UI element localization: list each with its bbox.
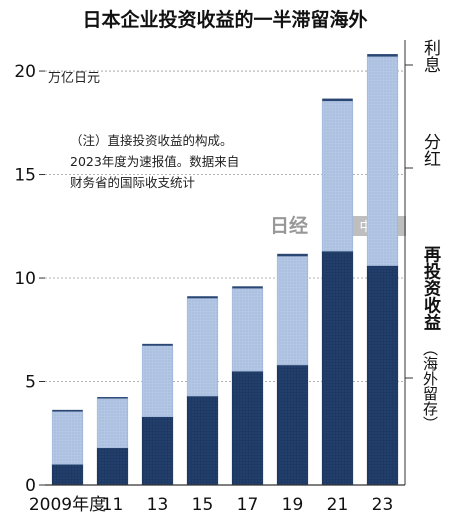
x-tick-label: 11 <box>102 495 124 515</box>
chart-note: （注）直接投资收益的构成。 2023年度为速报值。数据来自 财务省的国际收支统计 <box>70 133 239 190</box>
x-tick-label: 23 <box>372 495 394 515</box>
y-tick-label: 20 <box>14 62 36 82</box>
bar-segment <box>97 397 128 399</box>
y-tick-label: 5 <box>25 373 36 393</box>
bar-segment <box>367 54 398 57</box>
note-line-3: 财务省的国际收支统计 <box>70 175 195 190</box>
dividend-label: 分红 <box>420 133 441 167</box>
y-tick-label: 0 <box>25 476 36 496</box>
reinvest-sub-label: （海外留存） <box>421 341 439 431</box>
bar-segment <box>96 447 129 486</box>
bars <box>51 54 399 486</box>
bar-segment <box>51 464 84 486</box>
interest-label: 利息 <box>420 39 441 73</box>
bar-segment <box>96 398 129 449</box>
bar-segment <box>186 298 219 397</box>
y-tick-label: 15 <box>14 166 36 186</box>
bar-segment <box>141 345 174 417</box>
bar-segment <box>231 288 264 372</box>
bar-segment <box>322 98 353 102</box>
x-tick-label: 17 <box>237 495 259 515</box>
x-tick-label: 21 <box>327 495 349 515</box>
watermark-logo-mark: 日经 <box>270 214 308 237</box>
bar-segment <box>187 296 218 299</box>
note-line-2: 2023年度为速报值。数据来自 <box>70 154 239 169</box>
x-tick-label: 2009年度 <box>29 495 106 515</box>
bar-segment <box>142 343 173 346</box>
reinvest-label: 再投资收益 <box>420 245 441 330</box>
unit-label: 万亿日元 <box>48 71 100 86</box>
x-tick-label: 15 <box>192 495 214 515</box>
bar-segment <box>321 100 354 252</box>
x-tick-label: 19 <box>282 495 304 515</box>
right-labels: 利息 分红 再投资收益 （海外留存） <box>405 39 441 431</box>
bar-segment <box>51 411 84 465</box>
bar-segment <box>276 364 309 486</box>
bar-segment <box>141 416 174 486</box>
bar-segment <box>231 370 264 486</box>
bar-segment <box>186 395 219 486</box>
bar-segment <box>366 265 399 486</box>
y-tick-label: 10 <box>14 269 36 289</box>
bar-segment <box>52 409 83 412</box>
bar-segment <box>321 250 354 486</box>
bar-segment <box>276 255 309 366</box>
x-tick-label: 13 <box>147 495 169 515</box>
note-line-1: （注）直接投资收益的构成。 <box>70 133 233 148</box>
y-axis-ticks: 0 5 10 15 20 <box>14 62 45 496</box>
bar-segment <box>366 56 399 266</box>
bar-segment <box>232 286 263 289</box>
chart-title: 日本企业投资收益的一半滞留海外 <box>82 8 367 31</box>
bar-segment <box>277 253 308 257</box>
